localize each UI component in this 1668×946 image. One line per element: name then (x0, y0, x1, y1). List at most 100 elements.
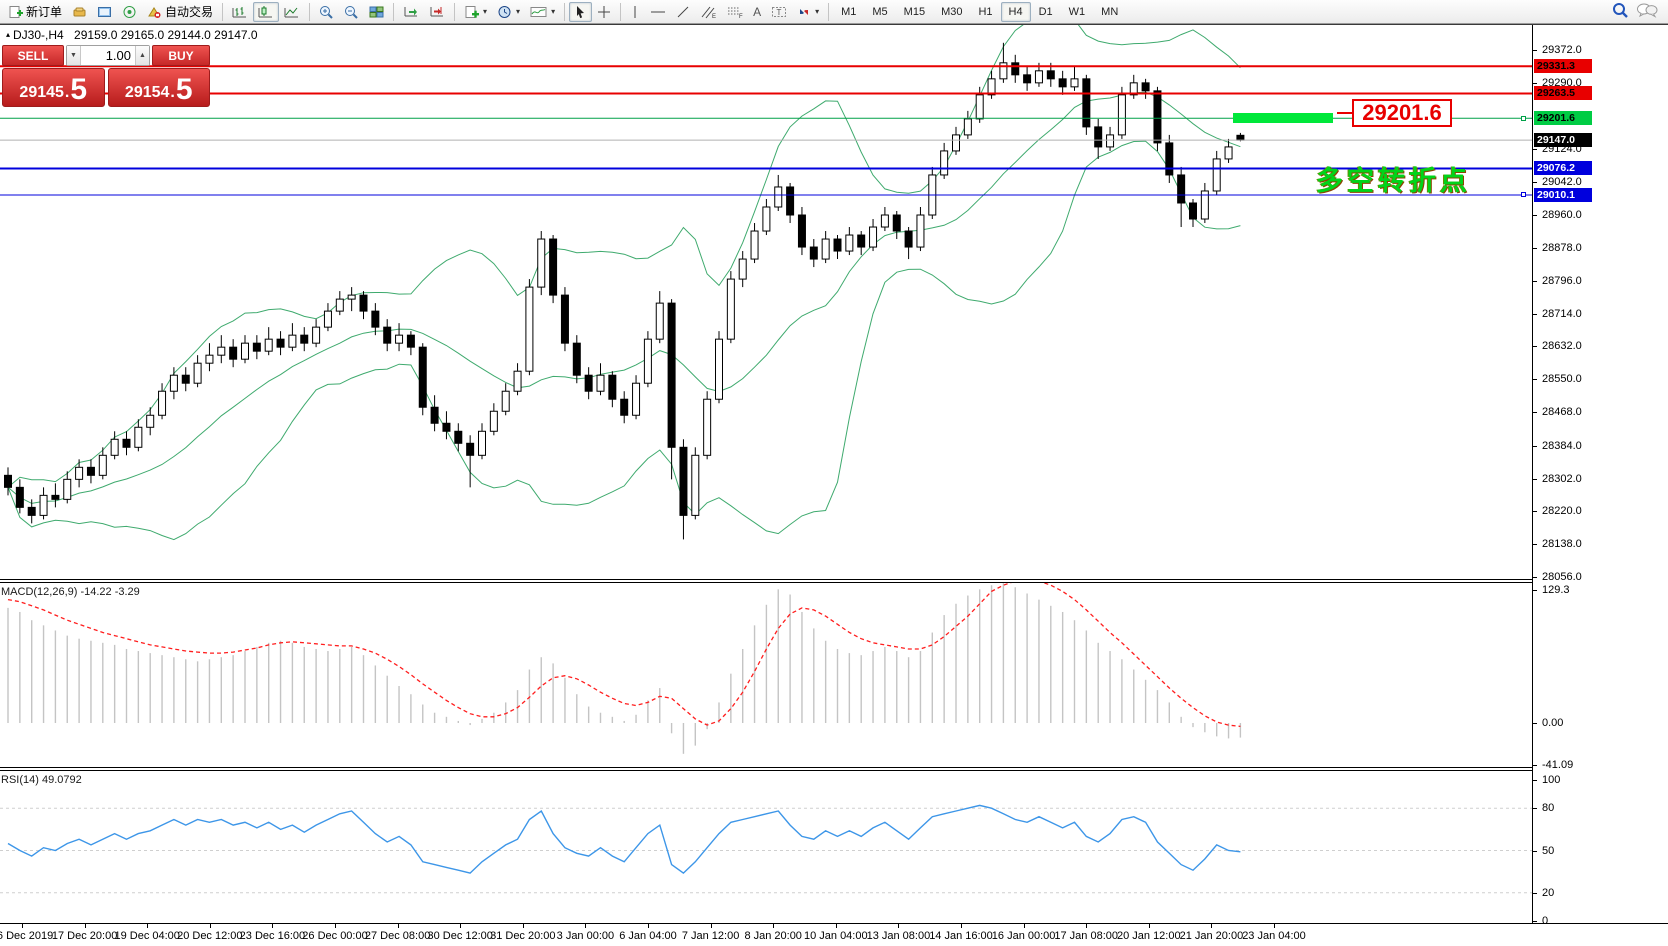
macd-pane-divider[interactable] (0, 579, 1668, 583)
time-axis-label: 23 Jan 04:00 (1242, 930, 1306, 942)
price-tick-label: 28056.0 (1542, 571, 1582, 584)
axis-tick-mark (1533, 780, 1537, 781)
channel-button[interactable]: E (695, 2, 721, 22)
svg-text:E: E (712, 14, 716, 19)
price-tick-label: 28384.0 (1542, 439, 1582, 452)
chart-title: ▴ DJ30-,H4 29159.0 29165.0 29144.0 29147.… (6, 28, 258, 42)
time-axis-label: 14 Jan 16:00 (929, 930, 993, 942)
price-tick-label: 28138.0 (1542, 538, 1582, 551)
chat-icon[interactable] (1636, 2, 1658, 21)
zoom-out-icon (344, 5, 359, 19)
candles (4, 42, 1245, 540)
arrows-button[interactable]: ▾ (792, 2, 824, 22)
macd-pane[interactable] (0, 578, 1532, 772)
vertical-line-button[interactable] (625, 2, 645, 22)
buy-price-box[interactable]: 29154. 5 (107, 68, 210, 107)
templates-button[interactable]: ▾ (459, 2, 492, 22)
tile-windows-button[interactable] (364, 2, 389, 22)
volume-input[interactable]: 1.00 (105, 48, 131, 63)
level-price-flag[interactable]: 29201.6 (1352, 99, 1452, 127)
timeframe-button-w1[interactable]: W1 (1068, 5, 1086, 18)
autotrade-button[interactable]: 自动交易 (142, 2, 218, 22)
text-label-icon: T (771, 5, 787, 19)
fibonacci-button[interactable]: F (721, 2, 748, 22)
text-button[interactable]: A (748, 2, 766, 22)
axis-tick-mark (1533, 445, 1537, 447)
blue-level-anchor[interactable] (1521, 192, 1526, 197)
timeframe-button-m5[interactable]: M5 (872, 5, 888, 18)
toolbar-separator (222, 2, 224, 21)
timeframe-button-m15[interactable]: M15 (903, 5, 926, 18)
price-axis[interactable]: 29372.0 29290.0 29124.0 29042.0 28960.0 28878… (1532, 25, 1668, 927)
timeframe-button-h4[interactable]: H4 (1000, 1, 1031, 22)
chart-frame-bottom (0, 923, 1668, 924)
dropdown-caret-icon: ▾ (516, 7, 521, 16)
price-tick-label: 80 (1542, 802, 1555, 815)
sell-button[interactable]: SELL (2, 45, 64, 66)
toolbar-separator (620, 2, 622, 21)
time-axis-label: 8 Jan 20:00 (744, 930, 802, 942)
rsi-line (7, 804, 1241, 875)
volume-decrease-button[interactable]: ▼ (67, 46, 81, 65)
navigator-button[interactable] (92, 2, 117, 22)
search-icon[interactable] (1612, 2, 1630, 22)
text-label-button[interactable]: T (766, 2, 792, 22)
navigator-icon (97, 5, 112, 19)
time-axis-label: 19 Dec 04:00 (114, 930, 180, 942)
timeframe-button-mn[interactable]: MN (1101, 5, 1119, 18)
candlestick-button[interactable] (253, 1, 280, 22)
dropdown-caret-icon: ▾ (551, 7, 556, 16)
axis-tick-mark (1533, 346, 1537, 348)
zoom-in-button[interactable] (314, 2, 339, 22)
ask-price-dot: . (170, 84, 175, 101)
horizontal-line-button[interactable] (645, 2, 671, 22)
new-order-button[interactable]: 新订单 (4, 2, 67, 22)
price-chart-pane[interactable] (0, 5, 1532, 584)
time-tick-mark (648, 924, 649, 928)
line-chart-button[interactable] (279, 2, 305, 22)
bar-chart-button[interactable] (227, 2, 253, 22)
price-level-badge: 29331.3 (1534, 59, 1592, 74)
time-axis-label: 16 Dec 2019 (0, 930, 54, 942)
ask-price-fraction: 5 (175, 73, 193, 107)
timeframe-button-m1[interactable]: M1 (841, 5, 857, 18)
period-button[interactable]: ▾ (492, 2, 525, 22)
timeframe-button-m30[interactable]: M30 (941, 5, 963, 18)
green-level-anchor[interactable] (1521, 116, 1526, 121)
template-icon (464, 5, 480, 19)
cursor-button[interactable] (569, 1, 593, 22)
price-tick-label: 100 (1542, 774, 1561, 786)
line-chart-icon (284, 5, 300, 19)
auto-scroll-button[interactable] (398, 2, 424, 22)
channel-icon: E (700, 5, 716, 19)
price-tick-label: 50 (1542, 844, 1555, 857)
zoom-out-button[interactable] (339, 2, 364, 22)
rsi-pane[interactable] (0, 771, 1532, 928)
new-order-icon (9, 5, 23, 19)
chart-shift-icon (429, 5, 445, 19)
volume-increase-button[interactable]: ▲ (135, 46, 149, 65)
time-tick-mark (898, 924, 900, 928)
time-tick-mark (1211, 924, 1213, 928)
price-tick-label: 129.3 (1542, 584, 1570, 597)
sell-price-box[interactable]: 29145. 5 (2, 68, 105, 107)
signals-button[interactable] (117, 2, 142, 22)
axis-tick-mark (1533, 765, 1537, 767)
buy-button[interactable]: BUY (152, 45, 210, 66)
trendline-button[interactable] (671, 2, 695, 22)
crosshair-button[interactable] (592, 2, 616, 22)
indicators-button[interactable]: ▾ (525, 2, 560, 22)
toolbar-separator (393, 2, 395, 21)
timeframe-button-h1[interactable]: H1 (978, 5, 993, 18)
market-watch-button[interactable] (67, 2, 92, 22)
timeframe-button-d1[interactable]: D1 (1038, 5, 1053, 18)
green-highlight-bar[interactable] (1233, 113, 1333, 123)
time-tick-mark (1086, 924, 1088, 928)
level-flag-connector (1337, 112, 1352, 114)
pivot-note-text[interactable]: 多空转折点 (1316, 166, 1471, 196)
time-axis-label: 23 Dec 16:00 (239, 930, 306, 942)
chart-shift-button[interactable] (424, 2, 450, 22)
rsi-pane-divider[interactable] (0, 767, 1668, 771)
new-order-label: 新订单 (26, 5, 63, 19)
